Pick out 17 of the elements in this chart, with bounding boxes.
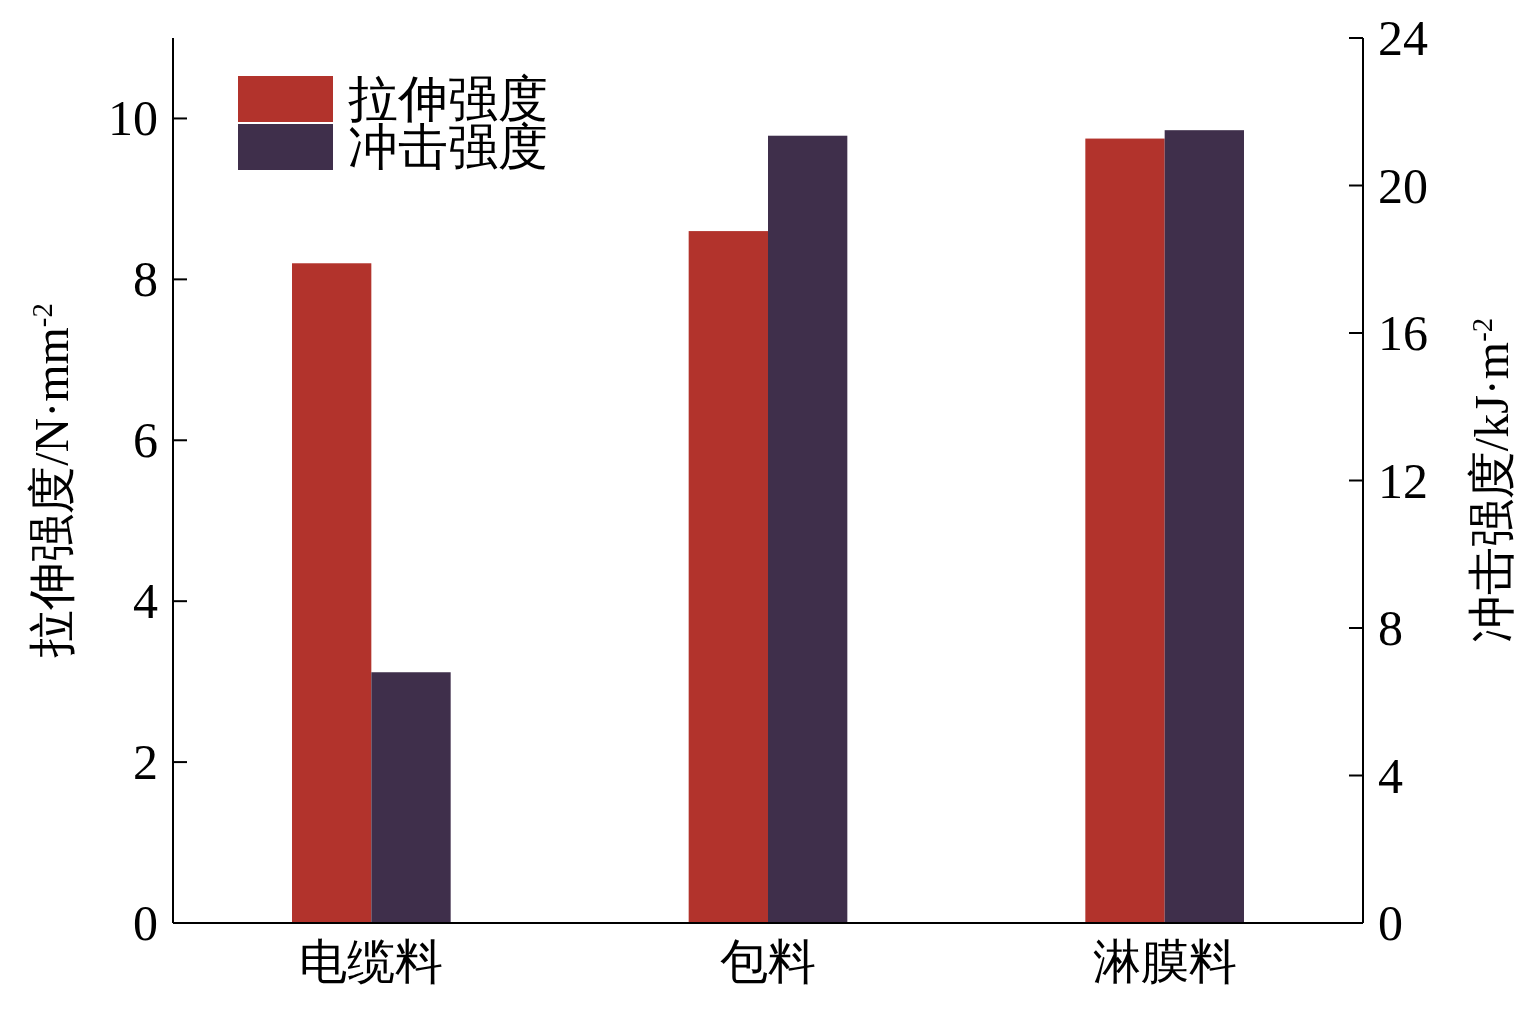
- y2-tick-label: 24: [1378, 10, 1428, 66]
- y-tick-label: 2: [133, 734, 158, 791]
- x-tick-label: 包料: [720, 935, 816, 988]
- y2-tick-label: 4: [1378, 747, 1403, 804]
- y-tick-label: 10: [108, 90, 158, 147]
- x-tick-label: 电缆料: [299, 935, 444, 988]
- y-tick-label: 8: [133, 251, 158, 308]
- y2-tick-label: 20: [1378, 157, 1428, 214]
- x-tick-label: 淋膜料: [1092, 935, 1237, 988]
- y2-tick-label: 0: [1378, 895, 1403, 951]
- y-tick-label: 0: [133, 895, 158, 951]
- y2-tick-label: 8: [1378, 600, 1403, 656]
- bar: [292, 263, 372, 923]
- y-tick-label: 6: [133, 412, 158, 469]
- y2-tick-label: 12: [1378, 452, 1428, 509]
- y2-tick-label: 16: [1378, 305, 1428, 361]
- y-tick-label: 4: [133, 573, 158, 630]
